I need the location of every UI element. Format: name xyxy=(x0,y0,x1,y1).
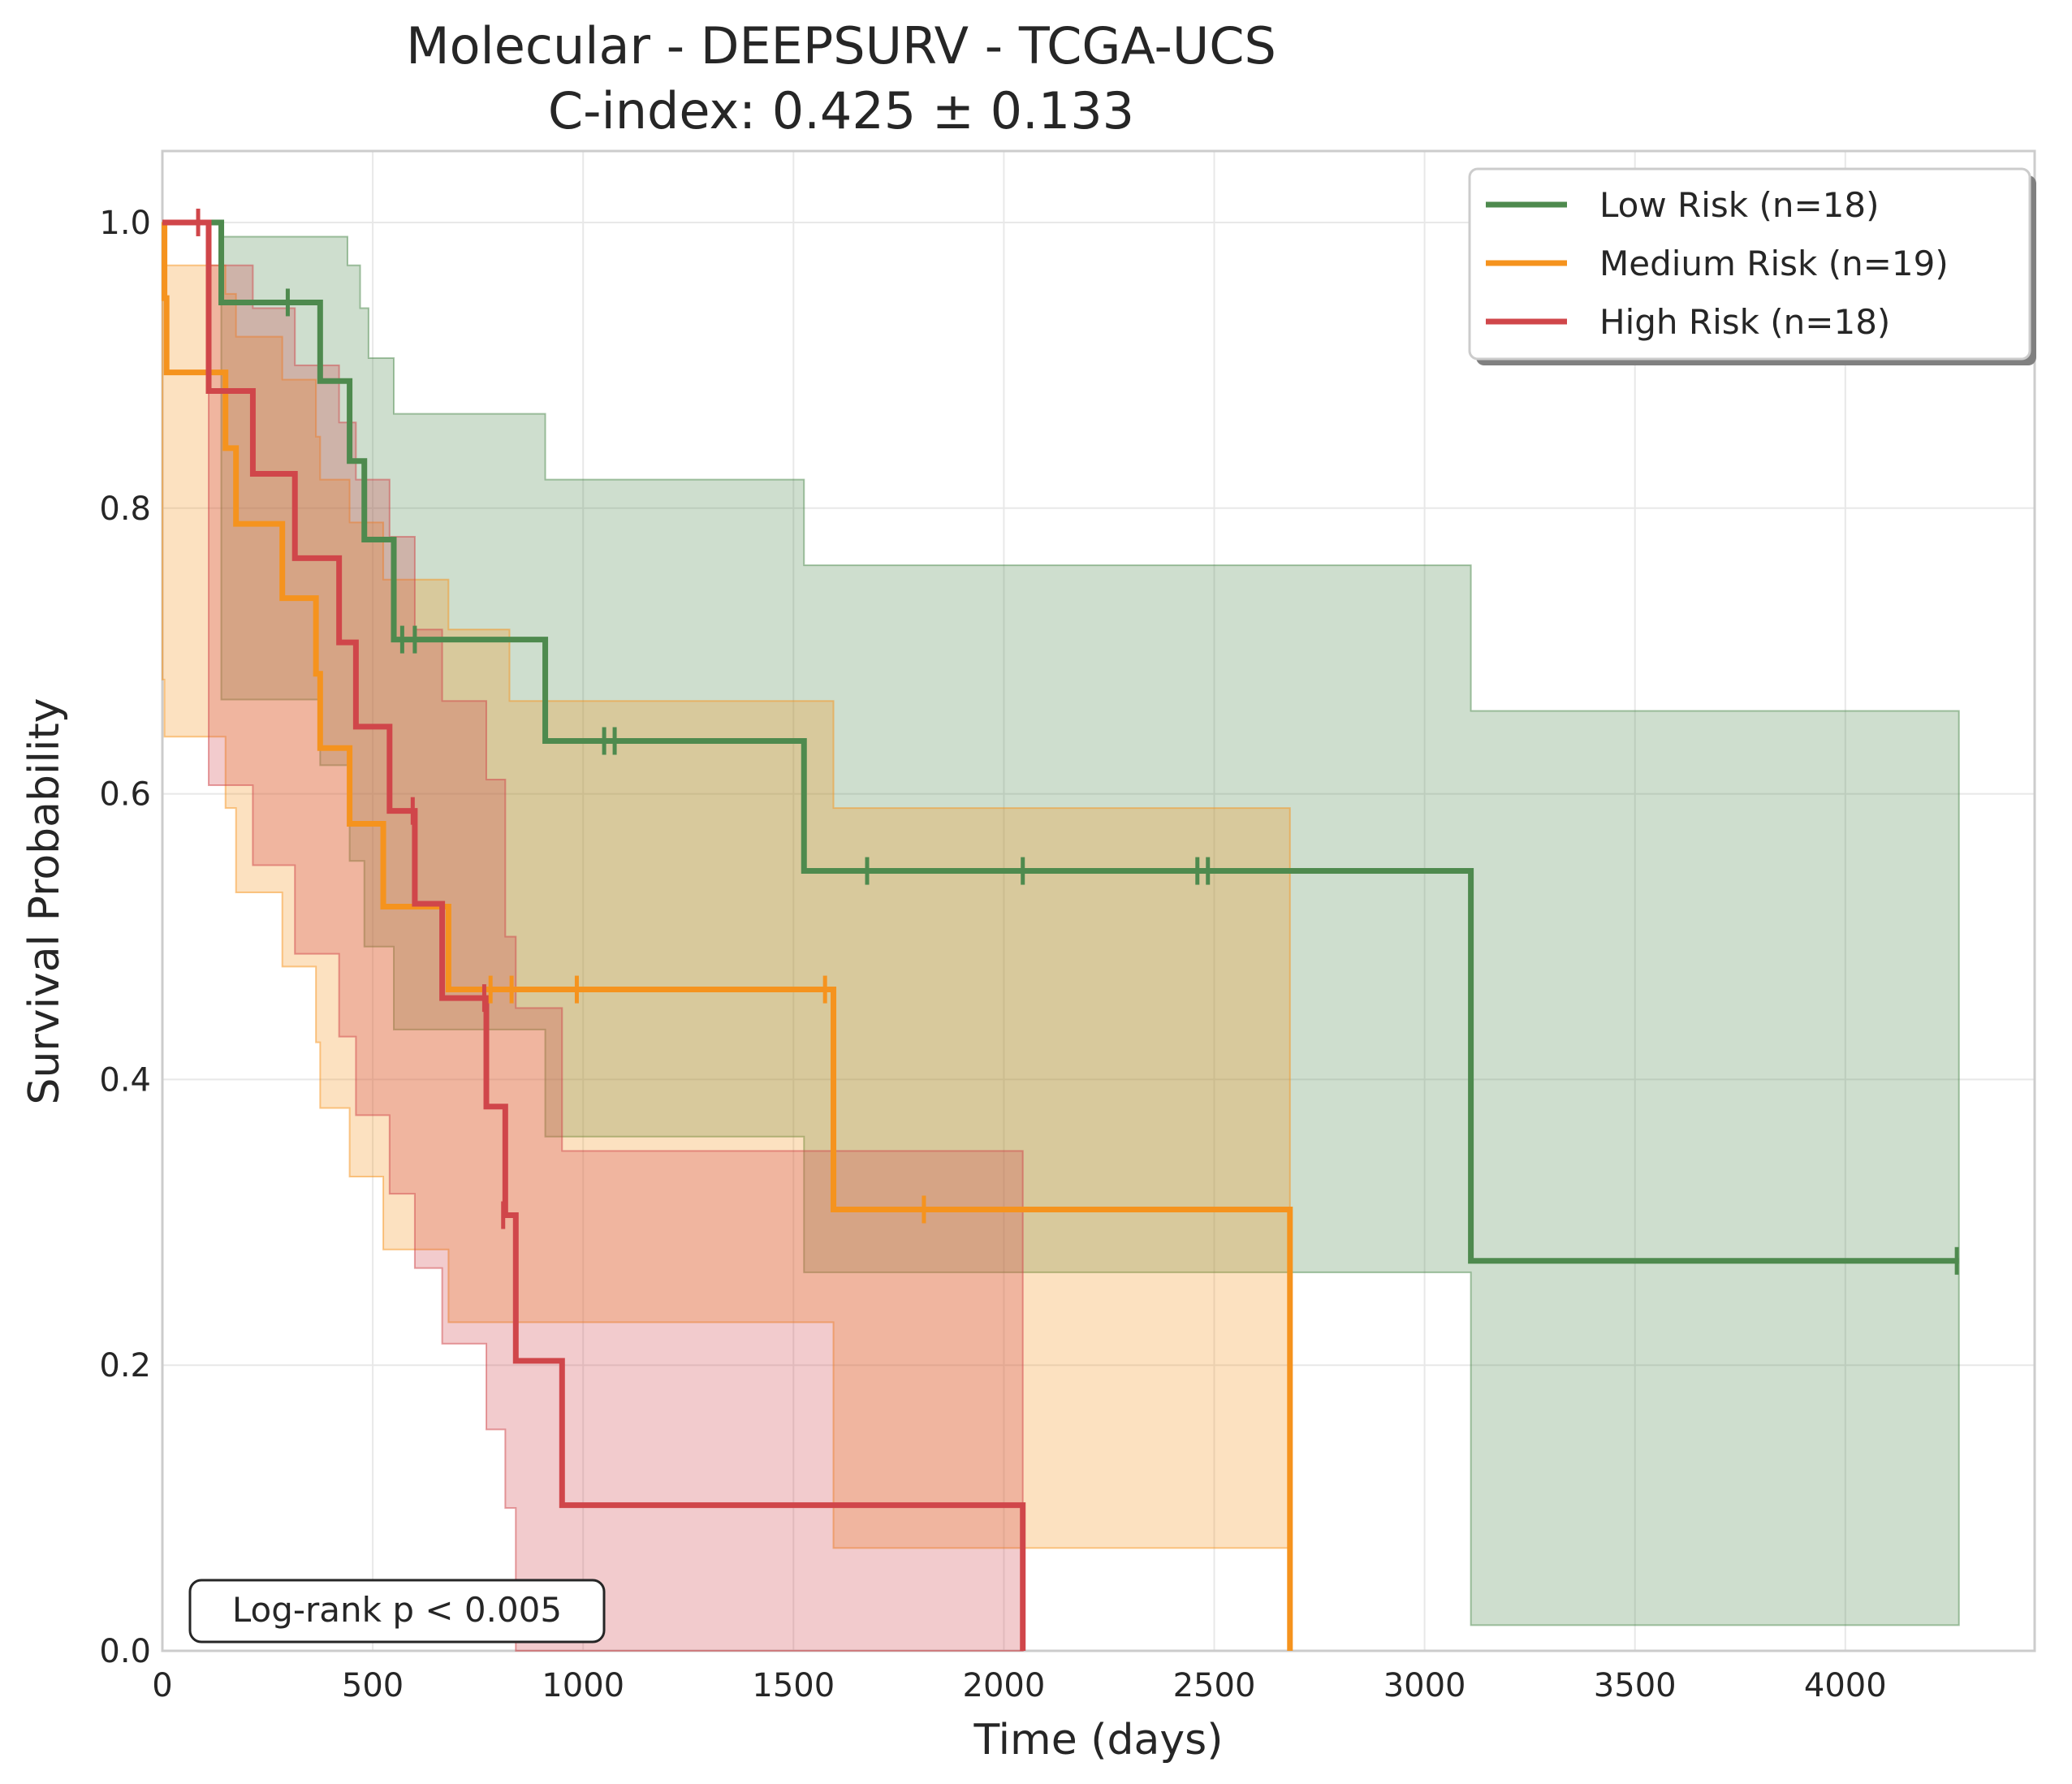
censor-marks xyxy=(196,208,1959,1275)
legend-label: High Risk (n=18) xyxy=(1599,302,1890,342)
y-tick-label: 0.6 xyxy=(99,776,151,814)
chart-title: Molecular - DEEPSURV - TCGA-UCS xyxy=(406,16,1276,76)
legend-label: Medium Risk (n=19) xyxy=(1599,244,1949,283)
y-tick-label: 0.4 xyxy=(99,1061,151,1099)
y-axis-label: Survival Probability xyxy=(20,698,69,1104)
confidence-band-1 xyxy=(162,221,1291,1549)
annotation-text: Log-rank p < 0.005 xyxy=(232,1590,562,1630)
x-axis-label: Time (days) xyxy=(973,1716,1223,1765)
survival-line-1 xyxy=(162,219,1293,1651)
y-tick-label: 0.2 xyxy=(99,1347,151,1384)
y-axis-ticks: 0.0 0.2 0.4 0.6 0.8 1.0 xyxy=(99,205,151,1670)
survival-line-2 xyxy=(162,219,1026,1651)
confidence-band-2 xyxy=(162,221,1024,1652)
x-tick-label: 2500 xyxy=(1173,1667,1256,1704)
chart-subtitle: C-index: 0.425 ± 0.133 xyxy=(548,81,1134,140)
x-tick-label: 2000 xyxy=(963,1667,1046,1704)
x-tick-label: 3500 xyxy=(1594,1667,1677,1704)
y-tick-label: 0.0 xyxy=(99,1633,151,1670)
x-tick-label: 1500 xyxy=(752,1667,835,1704)
y-tick-label: 0.8 xyxy=(99,490,151,528)
x-tick-label: 1000 xyxy=(542,1667,624,1704)
x-tick-label: 500 xyxy=(342,1667,404,1704)
survival-line-0 xyxy=(162,219,1959,1264)
x-tick-label: 4000 xyxy=(1804,1667,1887,1704)
annotation-box xyxy=(188,1579,606,1644)
x-tick-label: 3000 xyxy=(1383,1667,1466,1704)
logrank-annotation: Log-rank p < 0.005 xyxy=(188,1579,606,1644)
x-tick-label: 0 xyxy=(152,1667,172,1704)
plot-frame xyxy=(161,149,2036,1652)
x-axis-ticks: 0 500 1000 1500 2000 2500 3000 3500 4000 xyxy=(152,1667,1886,1704)
confidence-bands xyxy=(162,221,1960,1652)
survival-curves xyxy=(162,219,1959,1651)
confidence-band-0 xyxy=(162,221,1960,1626)
legend-box xyxy=(1468,167,2031,361)
y-tick-label: 1.0 xyxy=(99,205,151,242)
legend-label: Low Risk (n=18) xyxy=(1599,185,1880,225)
legend: Low Risk (n=18) Medium Risk (n=19) High Ri… xyxy=(1468,167,2036,365)
